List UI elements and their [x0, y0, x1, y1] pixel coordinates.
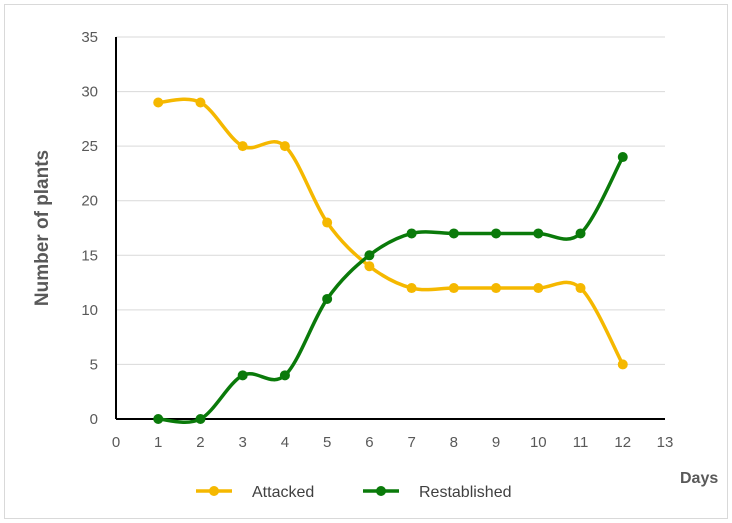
x-tick-labels: 0 1 2 3 4 5 6 7 8 9 10 11 12 13: [112, 434, 674, 451]
data-point-attacked-11: [575, 283, 586, 294]
data-point-attacked-10: [533, 283, 544, 294]
data-point-restablished-1: [153, 414, 164, 424]
data-point-attacked-7: [406, 283, 417, 294]
data-point-restablished-7: [406, 228, 417, 239]
data-point-attacked-2: [195, 97, 206, 108]
data-point-restablished-9: [491, 228, 502, 239]
data-point-restablished-11: [575, 228, 586, 239]
x-tick-label-1: 1: [154, 434, 162, 451]
y-tick-label-5: 25: [81, 138, 98, 155]
legend-marker-attacked: [209, 486, 219, 496]
x-tick-label-2: 2: [196, 434, 204, 451]
data-point-attacked-8: [448, 283, 459, 294]
y-tick-label-7: 35: [81, 29, 98, 46]
x-tick-label-7: 7: [407, 434, 415, 451]
data-point-attacked-4: [279, 141, 290, 152]
x-tick-label-4: 4: [281, 434, 289, 451]
x-tick-label-8: 8: [450, 434, 458, 451]
legend-label-restablished: Restablished: [419, 484, 512, 501]
legend: Attacked Restablished: [196, 484, 512, 501]
data-point-restablished-6: [364, 250, 375, 261]
y-tick-label-4: 20: [81, 193, 98, 210]
legend-label-attacked: Attacked: [252, 484, 314, 501]
data-point-attacked-12: [617, 359, 628, 370]
data-point-attacked-1: [153, 97, 164, 108]
y-tick-label-6: 30: [81, 84, 98, 101]
data-point-restablished-8: [448, 228, 459, 239]
data-point-attacked-9: [491, 283, 502, 294]
data-point-attacked-3: [237, 141, 248, 152]
data-point-restablished-12: [617, 152, 628, 163]
x-tick-label-5: 5: [323, 434, 331, 451]
y-tick-label-0: 0: [90, 411, 98, 428]
x-tick-label-13: 13: [657, 434, 674, 451]
x-axis-label: Days: [680, 470, 718, 487]
y-tick-label-2: 10: [81, 302, 98, 319]
y-tick-label-3: 15: [81, 247, 98, 264]
x-tick-label-12: 12: [614, 434, 631, 451]
series-line-restablished: [156, 155, 625, 424]
data-point-restablished-2: [195, 414, 206, 424]
data-point-restablished-5: [322, 293, 333, 304]
x-tick-label-0: 0: [112, 434, 120, 451]
data-point-restablished-3: [237, 370, 248, 381]
y-tick-label-1: 5: [90, 356, 98, 373]
x-tick-label-3: 3: [239, 434, 247, 451]
data-point-attacked-5: [322, 217, 333, 228]
series-group: [153, 97, 628, 424]
legend-marker-restablished: [376, 486, 386, 496]
x-tick-label-10: 10: [530, 434, 547, 451]
x-tick-label-9: 9: [492, 434, 500, 451]
y-tick-labels: 0 5 10 15 20 25 30 35: [81, 29, 98, 428]
axes: [115, 37, 665, 420]
series-line-attacked: [156, 97, 625, 367]
x-tick-label-6: 6: [365, 434, 373, 451]
x-tick-label-11: 11: [573, 434, 589, 451]
y-axis-label: Number of plants: [32, 150, 53, 306]
data-point-attacked-6: [364, 261, 375, 272]
data-point-restablished-10: [533, 228, 544, 239]
data-point-restablished-4: [279, 370, 290, 381]
gridlines: [116, 36, 665, 365]
